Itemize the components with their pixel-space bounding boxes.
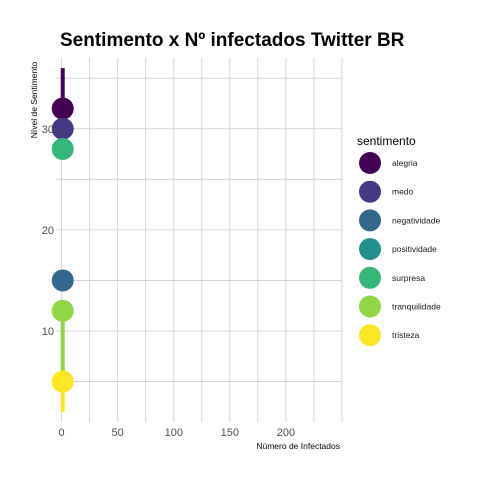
grid <box>56 58 343 422</box>
legend-key-surpresa <box>359 266 381 289</box>
legend-label-positividade: positividade <box>392 244 437 254</box>
legend-key-medo <box>359 180 381 203</box>
x-tick-label: 150 <box>221 427 239 439</box>
point-tristeza <box>51 370 74 393</box>
legend-key-positividade <box>359 238 381 261</box>
legend: sentimento alegria medo negatividade positi… <box>357 134 441 347</box>
x-tick-label: 200 <box>277 427 295 439</box>
y-tick-label: 10 <box>42 326 54 338</box>
legend-label-negatividade: negatividade <box>392 215 440 225</box>
legend-label-alegria: alegria <box>392 158 418 168</box>
legend-key-tranquilidade <box>359 295 381 318</box>
y-axis-ticks: 10 20 30 <box>42 124 54 338</box>
x-tick-label: 50 <box>112 427 124 439</box>
y-tick-label: 30 <box>42 124 54 136</box>
legend-key-negatividade <box>359 209 381 232</box>
legend-label-tristeza: tristeza <box>392 330 420 340</box>
y-tick-label: 20 <box>42 225 54 237</box>
x-axis-ticks: 0 50 100 150 200 <box>59 427 296 439</box>
y-axis-label: Nível de Sentimento <box>29 61 39 138</box>
legend-title: sentimento <box>357 134 416 148</box>
legend-label-surpresa: surpresa <box>392 273 425 283</box>
point-alegria <box>51 97 74 120</box>
legend-key-tristeza <box>359 324 381 347</box>
legend-key-alegria <box>359 152 381 174</box>
x-axis-label: Número de Infectados <box>256 441 340 451</box>
point-negatividade <box>51 269 74 292</box>
chart-title: Sentimento x Nº infectados Twitter BR <box>60 30 405 51</box>
x-tick-label: 100 <box>165 427 183 439</box>
x-tick-label: 0 <box>59 427 65 439</box>
point-surpresa <box>51 138 74 160</box>
data-points <box>51 97 74 393</box>
point-medo <box>51 117 74 140</box>
point-tranquilidade <box>51 299 74 322</box>
legend-label-medo: medo <box>392 187 414 197</box>
legend-label-tranquilidade: tranquilidade <box>392 302 441 312</box>
